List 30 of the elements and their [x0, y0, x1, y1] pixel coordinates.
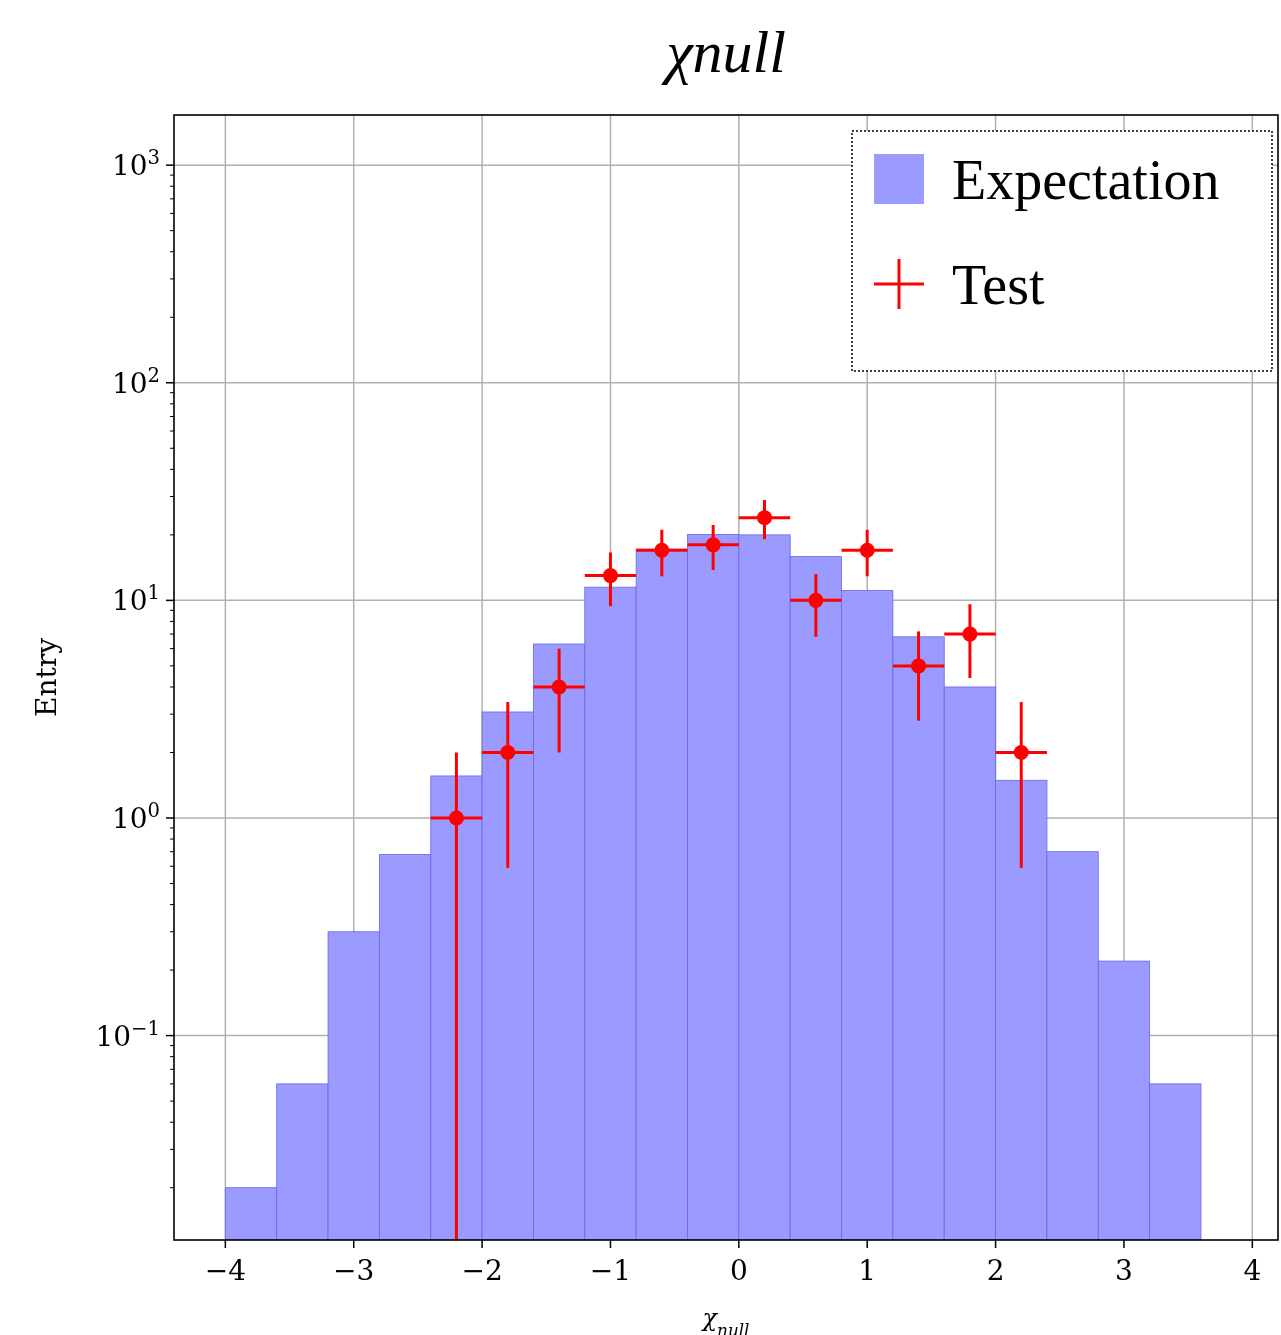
- point: [448, 810, 464, 826]
- point: [808, 592, 824, 608]
- point: [602, 568, 618, 584]
- x-tick-label: 0: [729, 1254, 748, 1287]
- x-tick-label: −1: [589, 1254, 632, 1287]
- point: [1013, 744, 1029, 760]
- x-tick-label: 4: [1243, 1254, 1262, 1287]
- point: [859, 542, 875, 558]
- point: [654, 542, 670, 558]
- x-tick-label: −4: [204, 1254, 246, 1287]
- point: [757, 510, 773, 526]
- x-tick-label: 1: [858, 1254, 877, 1287]
- chart-title: χnull: [661, 19, 786, 85]
- y-tick-label: 10$^{2}$: [111, 363, 160, 400]
- x-tick-label: 2: [986, 1254, 1005, 1287]
- legend-label: Test: [952, 254, 1045, 316]
- y-axis-title: Entry: [30, 637, 63, 717]
- point: [911, 658, 927, 674]
- y-tick-label: 10$^{0}$: [111, 798, 160, 835]
- point: [500, 744, 516, 760]
- point: [705, 537, 721, 553]
- x-tick-label: 3: [1115, 1254, 1133, 1287]
- point: [551, 679, 567, 695]
- y-tick-label: 10$^{3}$: [111, 145, 160, 183]
- y-tick-label: 10$^{1}$: [111, 580, 160, 618]
- x-tick-label: −3: [333, 1254, 375, 1287]
- legend-label: Expectation: [952, 149, 1220, 211]
- y-tick-label: 10$^{−1}$: [95, 1016, 160, 1053]
- x-tick-label: −2: [461, 1254, 503, 1287]
- point: [962, 626, 978, 642]
